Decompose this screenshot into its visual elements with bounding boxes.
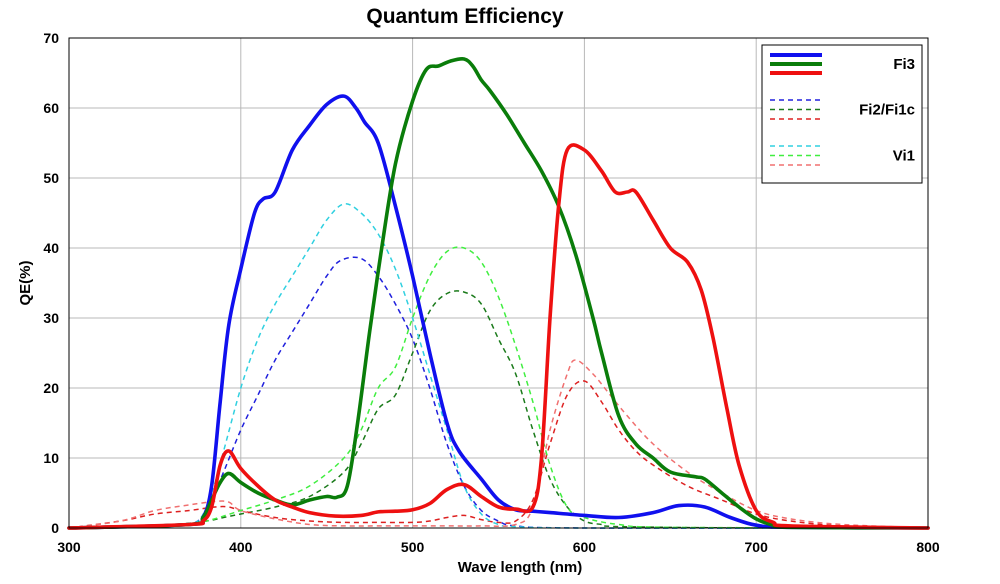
series-line-vi1-red xyxy=(68,359,929,529)
chart-title: Quantum Efficiency xyxy=(366,5,564,28)
tick-labels: 300 400 500 600 700 800 0 10 20 30 40 50 60 70 xyxy=(43,30,939,555)
series-line-fi2-fi1c-green xyxy=(68,290,929,529)
y-tick-label: 70 xyxy=(43,30,59,46)
series-line-fi3-green xyxy=(67,57,930,530)
y-tick-label: 60 xyxy=(43,100,59,116)
y-axis-title: QE(%) xyxy=(17,260,34,305)
y-tick-label: 40 xyxy=(43,240,59,256)
y-tick-label: 20 xyxy=(43,380,59,396)
y-tick-label: 50 xyxy=(43,170,59,186)
legend-label: Vi1 xyxy=(893,148,915,165)
x-tick-label: 600 xyxy=(573,539,597,555)
y-tick-label: 30 xyxy=(43,310,59,326)
y-tick-label: 0 xyxy=(51,520,59,536)
legend-label: Fi3 xyxy=(893,56,915,73)
plot-frame xyxy=(68,37,929,529)
x-tick-label: 700 xyxy=(745,539,769,555)
series-line-fi3-blue xyxy=(67,94,930,530)
legend: Fi3 Fi2/Fi1c Vi1 xyxy=(761,44,923,184)
x-tick-label: 800 xyxy=(916,539,940,555)
series-line-vi1-green xyxy=(68,246,929,529)
series-line-fi3-red xyxy=(67,143,930,530)
y-tick-label: 10 xyxy=(43,450,59,466)
series-line-fi2-fi1c-blue xyxy=(68,256,929,529)
legend-label: Fi2/Fi1c xyxy=(859,102,915,119)
series-line-fi2-fi1c-red xyxy=(68,380,929,529)
x-tick-label: 300 xyxy=(57,539,81,555)
x-axis-title: Wave length (nm) xyxy=(458,559,582,576)
x-tick-label: 500 xyxy=(401,539,425,555)
legend-box xyxy=(761,44,923,184)
x-tick-label: 400 xyxy=(229,539,253,555)
series-lines xyxy=(67,57,930,530)
